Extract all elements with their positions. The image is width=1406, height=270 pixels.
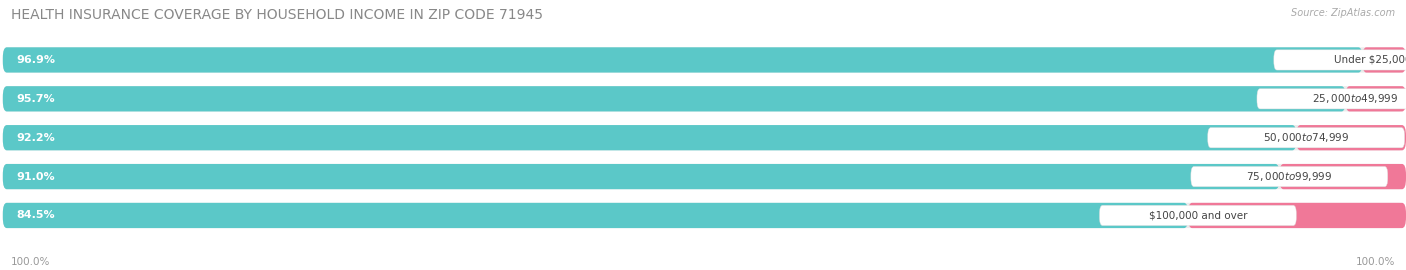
FancyBboxPatch shape bbox=[1188, 203, 1406, 228]
Text: Under $25,000: Under $25,000 bbox=[1333, 55, 1406, 65]
FancyBboxPatch shape bbox=[1279, 164, 1406, 189]
FancyBboxPatch shape bbox=[1257, 89, 1406, 109]
FancyBboxPatch shape bbox=[3, 47, 1362, 73]
FancyBboxPatch shape bbox=[3, 164, 1279, 189]
Text: HEALTH INSURANCE COVERAGE BY HOUSEHOLD INCOME IN ZIP CODE 71945: HEALTH INSURANCE COVERAGE BY HOUSEHOLD I… bbox=[11, 8, 543, 22]
FancyBboxPatch shape bbox=[1346, 86, 1406, 112]
FancyBboxPatch shape bbox=[1099, 205, 1296, 225]
Text: $75,000 to $99,999: $75,000 to $99,999 bbox=[1246, 170, 1333, 183]
FancyBboxPatch shape bbox=[1362, 47, 1406, 73]
FancyBboxPatch shape bbox=[1191, 167, 1388, 187]
Text: 95.7%: 95.7% bbox=[17, 94, 55, 104]
FancyBboxPatch shape bbox=[3, 125, 1296, 150]
Text: $25,000 to $49,999: $25,000 to $49,999 bbox=[1312, 92, 1399, 105]
Text: 91.0%: 91.0% bbox=[17, 171, 55, 182]
FancyBboxPatch shape bbox=[3, 47, 1403, 73]
FancyBboxPatch shape bbox=[1208, 128, 1405, 148]
FancyBboxPatch shape bbox=[3, 86, 1403, 112]
Text: 92.2%: 92.2% bbox=[17, 133, 56, 143]
Text: $50,000 to $74,999: $50,000 to $74,999 bbox=[1263, 131, 1350, 144]
Text: 84.5%: 84.5% bbox=[17, 210, 55, 221]
FancyBboxPatch shape bbox=[3, 203, 1188, 228]
Text: 100.0%: 100.0% bbox=[11, 257, 51, 267]
FancyBboxPatch shape bbox=[3, 125, 1403, 150]
FancyBboxPatch shape bbox=[1274, 50, 1406, 70]
FancyBboxPatch shape bbox=[3, 164, 1403, 189]
Text: $100,000 and over: $100,000 and over bbox=[1149, 210, 1247, 221]
Text: 96.9%: 96.9% bbox=[17, 55, 56, 65]
FancyBboxPatch shape bbox=[1296, 125, 1406, 150]
Text: 100.0%: 100.0% bbox=[1355, 257, 1395, 267]
Text: Source: ZipAtlas.com: Source: ZipAtlas.com bbox=[1291, 8, 1395, 18]
FancyBboxPatch shape bbox=[3, 86, 1346, 112]
FancyBboxPatch shape bbox=[3, 203, 1403, 228]
